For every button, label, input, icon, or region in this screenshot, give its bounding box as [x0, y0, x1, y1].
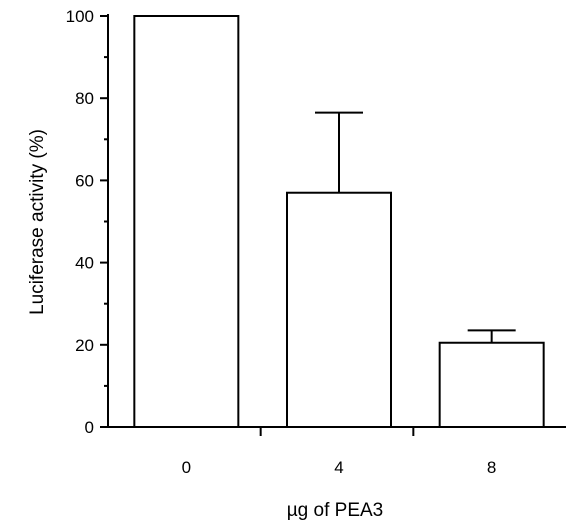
x-axis-title: µg of PEA3	[287, 500, 384, 521]
y-tick-label: 40	[75, 254, 94, 273]
bar-0	[133, 15, 240, 428]
y-axis-title: Luciferase activity (%)	[27, 129, 48, 315]
y-tick-label: 80	[75, 89, 94, 108]
y-tick-label: 60	[75, 171, 94, 190]
y-tick-label: 0	[85, 418, 94, 437]
bars	[133, 15, 545, 428]
x-tick-label: 8	[487, 458, 496, 477]
x-tick-label: 4	[334, 458, 343, 477]
y-tick-label: 20	[75, 336, 94, 355]
y-ticks: 0 20 40 60 80 100	[66, 7, 108, 437]
bar-8	[438, 341, 545, 428]
y-tick-label: 100	[66, 7, 94, 26]
error-bars	[315, 111, 516, 343]
x-ticks: 0 4 8	[182, 427, 496, 477]
bar-4	[286, 191, 392, 428]
x-tick-label: 0	[182, 458, 191, 477]
